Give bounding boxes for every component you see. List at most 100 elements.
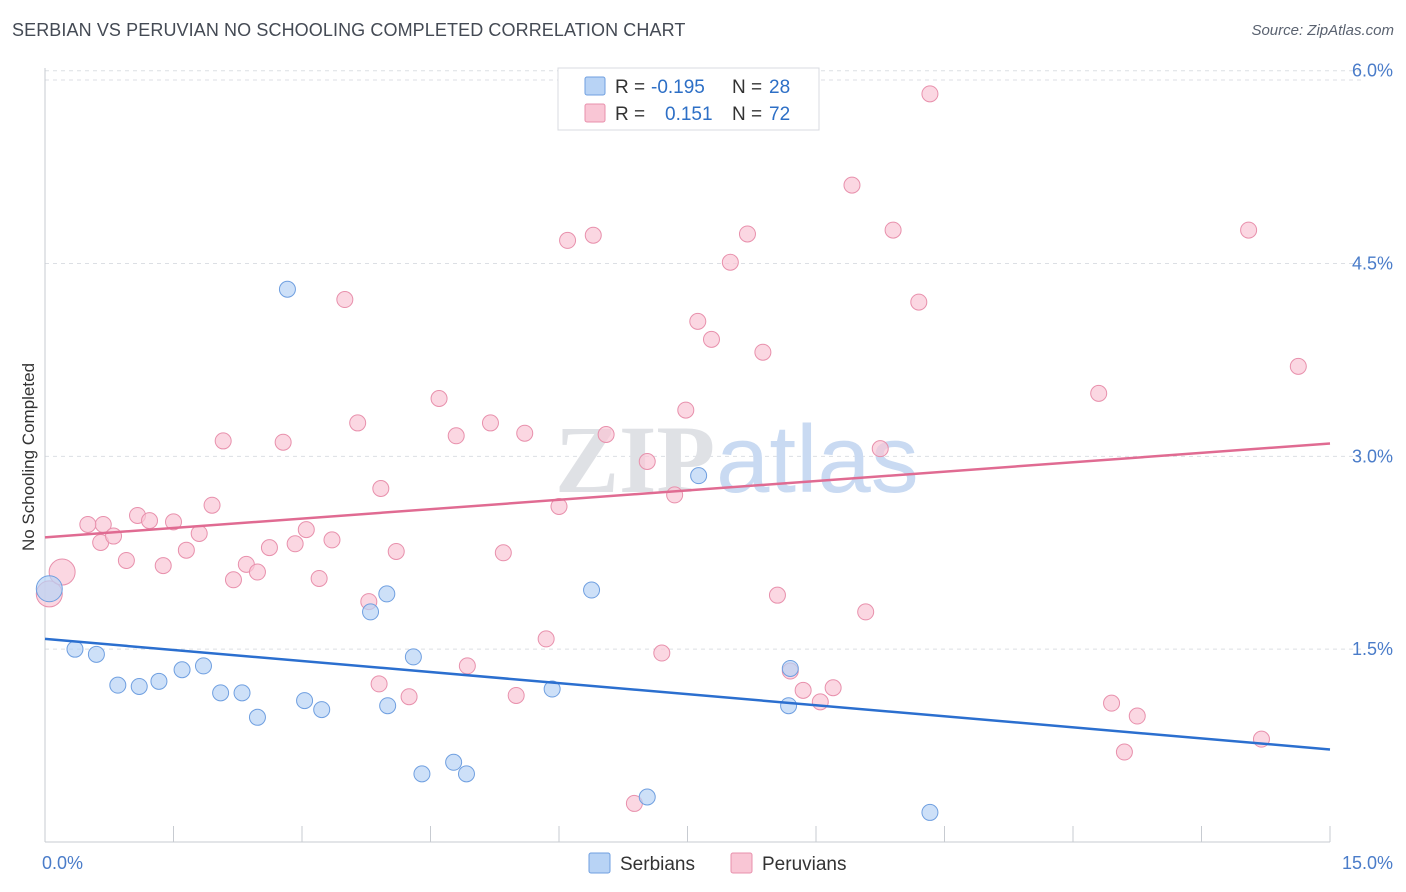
peruvian-point-65[interactable] [1103,694,1121,712]
stats-legend-r-value-peruvians: 0.151 [665,104,713,125]
x-tick-labels: 0.0% 15.0% [42,853,1393,873]
serbian-point-23[interactable] [638,788,656,806]
peruvian-point-64[interactable] [1090,384,1108,402]
peruvian-point-23[interactable] [323,531,341,549]
serbian-point-11[interactable] [278,280,296,298]
serbian-point-6[interactable] [173,661,191,679]
peruvian-point-60[interactable] [871,440,889,458]
peruvian-point-13[interactable] [203,496,221,514]
peruvian-point-24[interactable] [336,291,354,309]
peruvian-point-46[interactable] [666,486,684,504]
peruvian-point-22[interactable] [310,569,328,587]
peruvian-point-40[interactable] [559,231,577,249]
serbian-point-25[interactable] [781,659,799,677]
peruvian-point-68[interactable] [1240,221,1258,239]
peruvian-point-5[interactable] [105,527,123,545]
peruvian-point-61[interactable] [884,221,902,239]
peruvian-point-30[interactable] [400,688,418,706]
peruvian-point-36[interactable] [507,686,525,704]
watermark-zip: ZIP [555,406,715,513]
peruvian-point-27[interactable] [372,479,390,497]
peruvian-point-20[interactable] [286,535,304,553]
peruvian-point-38[interactable] [537,630,555,648]
peruvian-point-59[interactable] [857,603,875,621]
peruvian-point-8[interactable] [141,512,159,530]
serbian-point-26[interactable] [780,697,798,715]
peruvian-point-25[interactable] [349,414,367,432]
peruvian-point-17[interactable] [248,563,266,581]
peruvian-point-42[interactable] [597,426,615,444]
peruvian-point-45[interactable] [653,644,671,662]
peruvian-point-31[interactable] [430,390,448,408]
peruvian-point-70[interactable] [1289,357,1307,375]
serbian-point-16[interactable] [379,697,397,715]
peruvian-point-15[interactable] [224,571,242,589]
series-legend-swatch-serbians[interactable] [588,852,611,874]
peruvian-point-29[interactable] [370,675,388,693]
peruvian-point-62[interactable] [910,293,928,311]
stats-legend-n-label-serbians: N = [732,77,762,98]
peruvian-point-47[interactable] [677,401,695,419]
peruvian-point-53[interactable] [768,586,786,604]
peruvian-point-18[interactable] [260,539,278,557]
peruvian-point-57[interactable] [824,679,842,697]
peruvian-point-12[interactable] [190,524,208,542]
peruvian-point-9[interactable] [154,557,172,575]
serbian-point-2[interactable] [87,645,105,663]
peruvian-point-10[interactable] [165,513,182,531]
peruvian-point-52[interactable] [754,343,772,361]
peruvian-point-37[interactable] [516,424,534,442]
peruvian-point-33[interactable] [458,657,476,675]
peruvian-point-32[interactable] [447,427,465,445]
peruvian-point-67[interactable] [1128,707,1146,725]
peruvian-point-51[interactable] [738,225,756,243]
peruvian-point-19[interactable] [274,433,292,451]
series-legend: Serbians Peruvians [588,852,847,875]
peruvian-point-66[interactable] [1115,743,1133,761]
series-legend-label-serbians[interactable]: Serbians [620,854,695,875]
serbian-point-5[interactable] [150,672,168,690]
peruvian-point-48[interactable] [689,312,707,330]
peruvian-point-56[interactable] [811,693,829,711]
serbian-point-27[interactable] [921,803,939,821]
serbian-point-10[interactable] [248,708,266,726]
serbian-point-0[interactable] [35,575,63,603]
peruvian-point-35[interactable] [494,544,512,562]
peruvian-point-44[interactable] [638,452,656,470]
peruvian-point-3[interactable] [79,515,97,533]
serbian-point-9[interactable] [233,684,251,702]
peruvian-point-39[interactable] [550,497,568,515]
serbian-point-15[interactable] [378,585,396,603]
serbian-point-20[interactable] [457,765,475,783]
serbian-point-24[interactable] [690,467,708,485]
serbian-point-14[interactable] [362,603,380,621]
peruvian-point-11[interactable] [177,541,195,559]
serbian-point-8[interactable] [212,684,230,702]
peruvian-point-14[interactable] [214,432,232,450]
peruvian-point-55[interactable] [794,681,812,699]
serbian-point-3[interactable] [109,676,127,694]
series-legend-swatch-peruvians[interactable] [730,852,753,874]
serbian-point-19[interactable] [445,753,463,771]
peruvian-point-63[interactable] [921,85,939,103]
serbian-point-13[interactable] [313,701,331,719]
serbian-point-7[interactable] [194,657,212,675]
serbian-point-1[interactable] [66,640,84,658]
serbian-point-12[interactable] [296,692,314,710]
stats-legend-r-label-peruvians: R = [615,104,645,125]
serbian-point-22[interactable] [583,581,601,599]
serbian-point-21[interactable] [543,680,561,698]
peruvian-point-50[interactable] [721,253,739,271]
series-legend-label-peruvians[interactable]: Peruvians [762,854,847,875]
peruvian-point-6[interactable] [117,551,135,569]
peruvian-point-49[interactable] [702,330,720,348]
serbian-point-17[interactable] [404,648,422,666]
peruvian-point-58[interactable] [843,176,861,194]
peruvian-point-21[interactable] [297,521,315,539]
peruvian-point-28[interactable] [387,542,405,560]
trend-lines [44,442,1331,751]
peruvian-point-34[interactable] [481,414,499,432]
peruvian-point-41[interactable] [584,226,602,244]
serbian-point-4[interactable] [130,677,148,695]
serbian-point-18[interactable] [413,765,431,783]
